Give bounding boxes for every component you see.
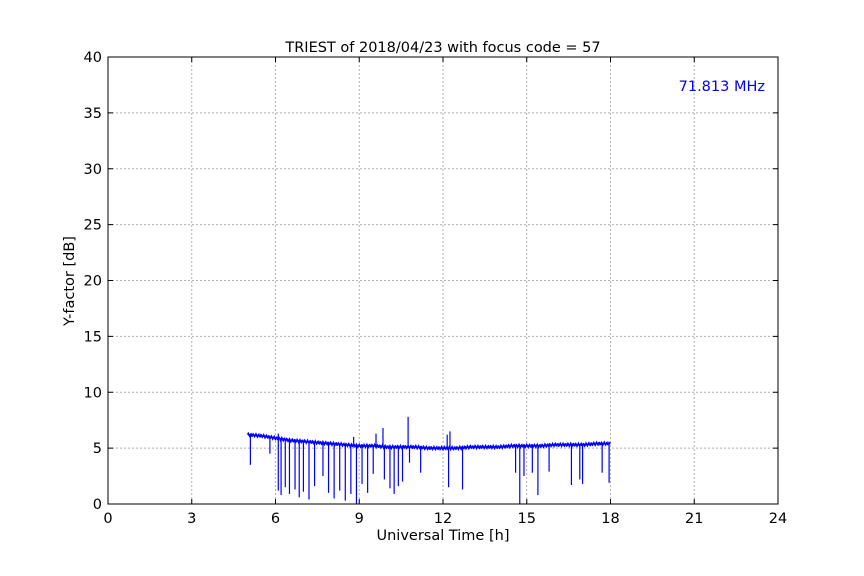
x-tick-label: 3 [187,511,196,527]
x-tick-label: 24 [769,511,787,527]
plot-series [246,416,612,504]
x-tick-label: 6 [271,511,280,527]
y-tick-label: 35 [84,106,102,122]
frequency-annotation: 71.813 MHz [679,79,765,95]
y-axis-label: Y-factor [dB] [62,236,78,327]
y-tick-label: 20 [84,274,102,290]
x-tick-label: 15 [518,511,536,527]
y-tick-label: 25 [84,218,102,234]
x-tick-label: 18 [601,511,619,527]
y-tick-label: 30 [84,162,102,178]
series-line [246,431,612,452]
y-tick-label: 15 [84,329,102,345]
y-tick-label: 0 [93,497,102,513]
x-axis-label: Universal Time [h] [377,528,510,544]
chart-title: TRIEST of 2018/04/23 with focus code = 5… [284,40,600,56]
x-tick-label: 21 [685,511,703,527]
gridlines [108,57,778,504]
x-tick-label: 12 [434,511,452,527]
axis-ticks: 0 3 6 9 12 15 18 21 24 0 5 10 15 20 25 30 35 40 [84,50,788,527]
y-tick-label: 10 [84,385,102,401]
y-tick-label: 40 [84,50,102,66]
x-tick-label: 0 [103,511,112,527]
x-tick-label: 9 [355,511,364,527]
y-tick-label: 5 [93,441,102,457]
